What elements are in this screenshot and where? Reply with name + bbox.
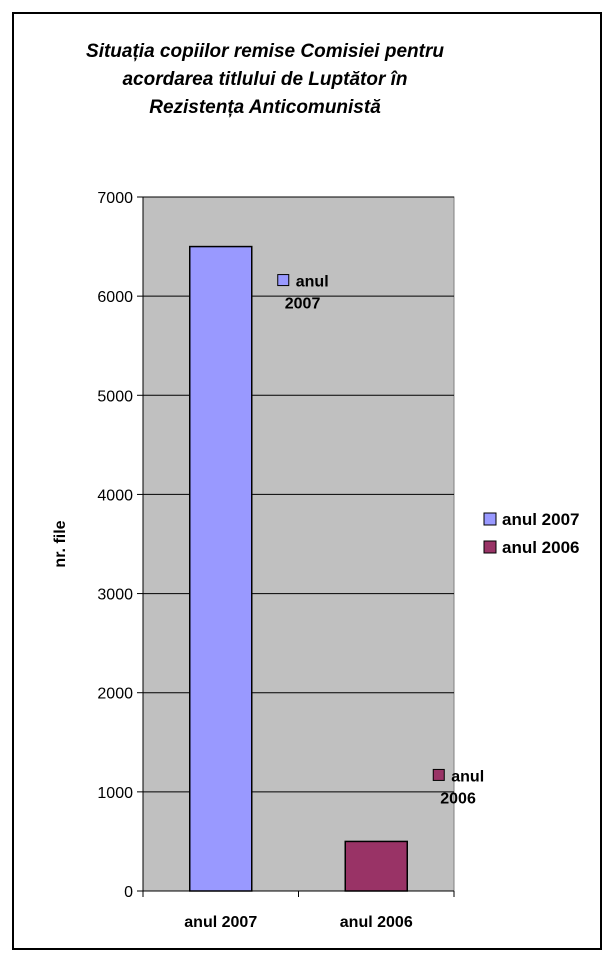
legend-key-icon bbox=[483, 540, 497, 554]
chart-title-line-3: Rezistența Anticomunistă bbox=[149, 97, 381, 118]
y-tick-label: 0 bbox=[124, 884, 133, 901]
data-label-key-icon bbox=[432, 768, 445, 781]
data-label-line: 2006 bbox=[440, 790, 476, 807]
x-tick-label: anul 2006 bbox=[340, 914, 413, 931]
y-tick-label: 2000 bbox=[97, 686, 133, 703]
legend-key-icon bbox=[483, 512, 497, 526]
data-label-line: anul bbox=[296, 274, 329, 291]
axes: 0 1000 2000 3000 4000 5000 6000 7000 anul 2007 an… bbox=[52, 190, 455, 931]
chart-title-line-1: Situația copiilor remise Comisiei pentru bbox=[86, 41, 444, 62]
data-labels: anul 2007 anul 2006 bbox=[277, 274, 484, 807]
chart-title-line-2: acordarea titlului de Luptător în bbox=[122, 69, 408, 90]
legend-label: anul 2006 bbox=[502, 538, 580, 557]
y-tick-label: 1000 bbox=[97, 785, 133, 802]
bars bbox=[189, 245, 408, 892]
y-tick-label: 5000 bbox=[97, 388, 133, 405]
bar bbox=[344, 840, 408, 892]
x-tick-label: anul 2007 bbox=[184, 914, 257, 931]
bar bbox=[189, 245, 253, 892]
legend-label: anul 2007 bbox=[502, 510, 580, 529]
y-tick-label: 7000 bbox=[97, 190, 133, 207]
y-tick-label: 6000 bbox=[97, 289, 133, 306]
y-axis-title: nr. file bbox=[52, 520, 69, 567]
legend: anul 2007 anul 2006 bbox=[483, 510, 580, 557]
y-tick-label: 3000 bbox=[97, 587, 133, 604]
data-label-key-icon bbox=[277, 274, 290, 287]
data-label-line: anul bbox=[451, 768, 484, 785]
chart-title: Situația copiilor remise Comisiei pentru… bbox=[50, 38, 480, 122]
y-tick-label: 4000 bbox=[97, 487, 133, 504]
data-label-line: 2007 bbox=[285, 296, 321, 313]
